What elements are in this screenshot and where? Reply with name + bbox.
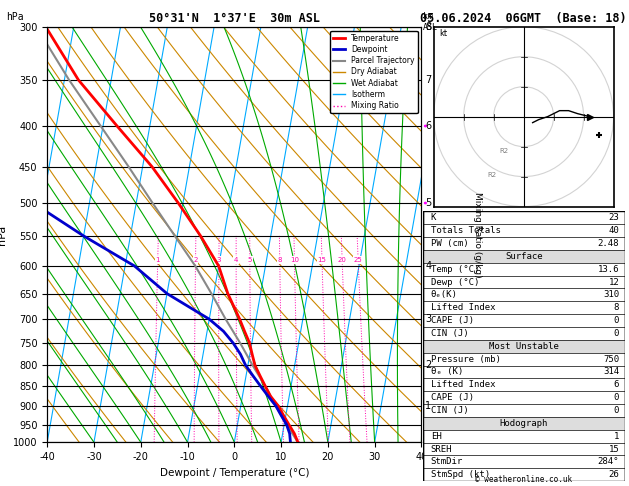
Text: 12: 12 <box>608 278 619 287</box>
Text: © weatheronline.co.uk: © weatheronline.co.uk <box>476 474 572 484</box>
Text: Temp (°C): Temp (°C) <box>431 265 479 274</box>
Text: 6: 6 <box>425 121 431 131</box>
Text: 7: 7 <box>425 75 431 85</box>
Text: 0: 0 <box>614 329 619 338</box>
Text: 8: 8 <box>425 22 431 32</box>
Text: 5: 5 <box>425 198 431 208</box>
Text: LCL: LCL <box>424 443 439 452</box>
Text: 40: 40 <box>608 226 619 235</box>
Text: 20: 20 <box>338 257 347 263</box>
Text: 8: 8 <box>277 257 282 263</box>
Text: 0: 0 <box>614 316 619 325</box>
X-axis label: Dewpoint / Temperature (°C): Dewpoint / Temperature (°C) <box>160 468 309 478</box>
Text: 1: 1 <box>614 432 619 441</box>
Text: 50°31'N  1°37'E  30m ASL: 50°31'N 1°37'E 30m ASL <box>149 12 320 25</box>
Text: 3: 3 <box>425 314 431 324</box>
Text: CIN (J): CIN (J) <box>431 406 469 415</box>
Text: R2: R2 <box>499 148 509 154</box>
Text: 5: 5 <box>248 257 252 263</box>
Legend: Temperature, Dewpoint, Parcel Trajectory, Dry Adiabat, Wet Adiabat, Isotherm, Mi: Temperature, Dewpoint, Parcel Trajectory… <box>330 31 418 113</box>
Text: CIN (J): CIN (J) <box>431 329 469 338</box>
Text: 1: 1 <box>155 257 160 263</box>
Text: 310: 310 <box>603 291 619 299</box>
Text: 13.6: 13.6 <box>598 265 619 274</box>
Bar <box>423 340 625 353</box>
Text: R2: R2 <box>487 172 497 177</box>
Bar <box>423 417 625 430</box>
Text: Lifted Index: Lifted Index <box>431 381 495 389</box>
Text: 750: 750 <box>603 355 619 364</box>
Text: kt: kt <box>440 29 448 38</box>
Text: Most Unstable: Most Unstable <box>489 342 559 351</box>
Text: EH: EH <box>431 432 442 441</box>
Y-axis label: Mixing Ratio (g/kg): Mixing Ratio (g/kg) <box>473 191 482 278</box>
Text: 2.48: 2.48 <box>598 239 619 248</box>
Text: 8: 8 <box>614 303 619 312</box>
Text: 2: 2 <box>425 360 431 370</box>
Text: 15: 15 <box>608 445 619 453</box>
FancyBboxPatch shape <box>423 211 625 481</box>
Text: 6: 6 <box>614 381 619 389</box>
Text: 314: 314 <box>603 367 619 377</box>
Text: θₑ(K): θₑ(K) <box>431 291 458 299</box>
Text: 284°: 284° <box>598 457 619 467</box>
Text: Pressure (mb): Pressure (mb) <box>431 355 501 364</box>
Text: 15: 15 <box>318 257 326 263</box>
Text: 1: 1 <box>425 401 431 411</box>
Text: 25: 25 <box>353 257 362 263</box>
Text: 05.06.2024  06GMT  (Base: 18): 05.06.2024 06GMT (Base: 18) <box>420 12 627 25</box>
Y-axis label: hPa: hPa <box>0 225 8 244</box>
Text: 0: 0 <box>614 393 619 402</box>
Text: 4: 4 <box>425 261 431 271</box>
Text: 2: 2 <box>193 257 198 263</box>
Text: 23: 23 <box>608 213 619 222</box>
Text: 4: 4 <box>234 257 238 263</box>
Text: 0: 0 <box>614 406 619 415</box>
Text: Dewp (°C): Dewp (°C) <box>431 278 479 287</box>
Bar <box>423 250 625 263</box>
Text: StmSpd (kt): StmSpd (kt) <box>431 470 490 479</box>
Text: 10: 10 <box>290 257 299 263</box>
Text: 26: 26 <box>608 470 619 479</box>
Text: K: K <box>431 213 436 222</box>
Text: SREH: SREH <box>431 445 452 453</box>
Text: Lifted Index: Lifted Index <box>431 303 495 312</box>
Text: hPa: hPa <box>6 12 24 22</box>
Text: CAPE (J): CAPE (J) <box>431 316 474 325</box>
Text: 3: 3 <box>216 257 221 263</box>
Text: StmDir: StmDir <box>431 457 463 467</box>
Text: Hodograph: Hodograph <box>500 419 548 428</box>
Text: km
ASL: km ASL <box>423 12 438 32</box>
Text: CAPE (J): CAPE (J) <box>431 393 474 402</box>
Text: Totals Totals: Totals Totals <box>431 226 501 235</box>
Text: Surface: Surface <box>505 252 543 261</box>
Text: PW (cm): PW (cm) <box>431 239 469 248</box>
Text: θₑ (K): θₑ (K) <box>431 367 463 377</box>
